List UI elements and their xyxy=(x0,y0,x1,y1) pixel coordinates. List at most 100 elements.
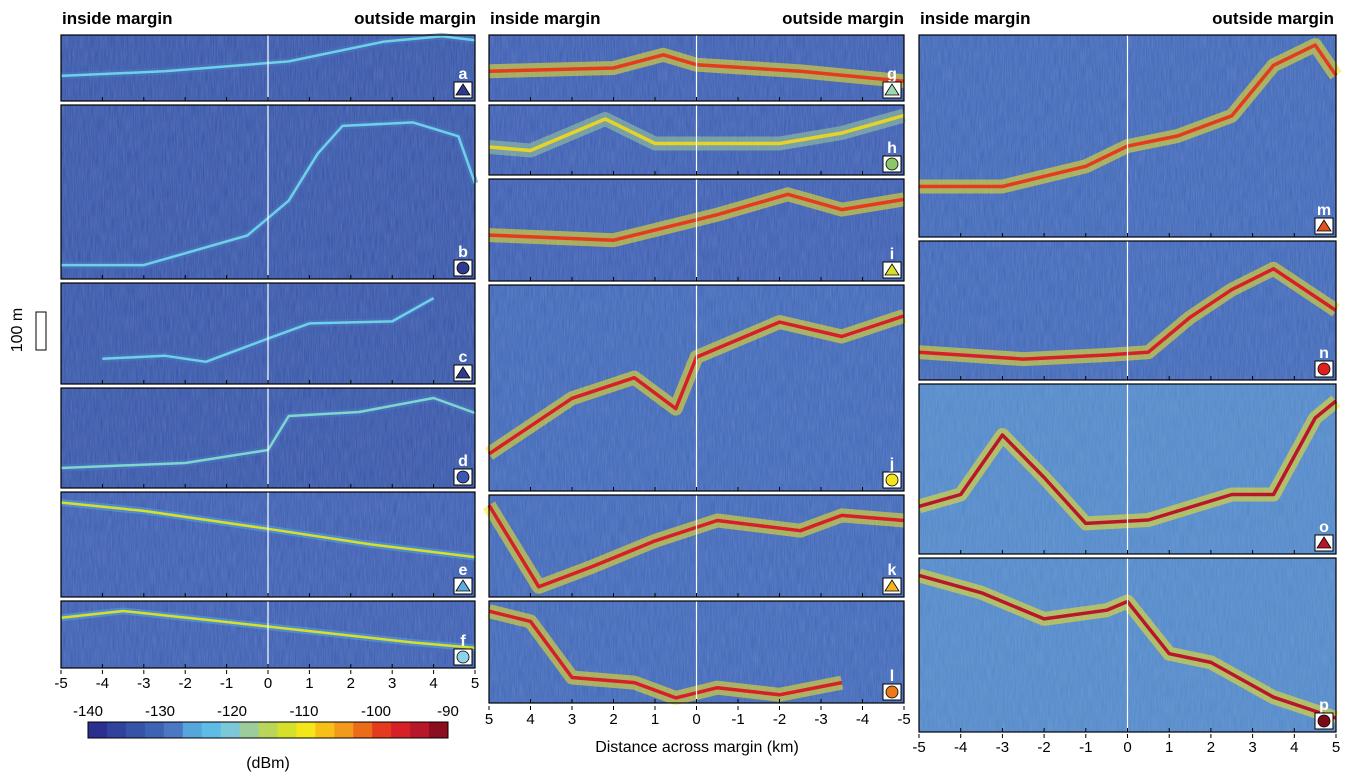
circle-marker-icon xyxy=(1317,714,1331,728)
colorbar-swatch xyxy=(391,722,411,738)
panel-k: k xyxy=(483,494,905,598)
middle-axis-tick-label: -1 xyxy=(731,711,744,728)
panel-m: m xyxy=(918,34,1342,238)
bed-reflector xyxy=(487,504,905,589)
x-axis-ticks: -5 -4 -3 -2 -1 0 1 2 3 4 55 4 3 2 1 0 -1 -2 -3 -4 -5-5 -4 -3 -2… xyxy=(54,670,1340,756)
triangle-marker-icon xyxy=(884,83,900,96)
colorbar-tick-label: -110 xyxy=(290,703,319,720)
circle-marker-icon xyxy=(1317,362,1331,376)
circle-marker-icon xyxy=(456,470,470,484)
panel-e: e xyxy=(60,491,476,598)
middle-axis-tick-label: 3 xyxy=(568,711,576,728)
panel-l: l xyxy=(487,600,905,705)
triangle-marker-icon xyxy=(455,366,471,379)
right-axis-tick-label: 3 xyxy=(1248,739,1256,756)
triangle-marker-icon xyxy=(455,579,471,592)
colorbar-tick-label: -100 xyxy=(361,703,391,720)
colorbar-tick-label: -130 xyxy=(145,703,175,720)
panel-label: i xyxy=(890,246,894,263)
left-axis-tick-label: 1 xyxy=(305,675,313,692)
colorbar-swatch xyxy=(201,722,222,738)
left-axis-tick-label: -1 xyxy=(220,675,233,692)
panel-h: h xyxy=(488,104,906,176)
left-axis-tick-label: 0 xyxy=(264,675,272,692)
panel-g: g xyxy=(488,34,905,102)
header-inside-margin-col2: inside margin xyxy=(490,9,601,28)
header-outside-margin-col2: outside margin xyxy=(782,9,904,28)
colorbar-swatch xyxy=(125,722,146,738)
right-axis-tick-label: 1 xyxy=(1165,739,1173,756)
panel-b: b xyxy=(60,104,479,280)
bed-reflector xyxy=(488,113,905,153)
triangle-marker-icon xyxy=(1316,219,1332,232)
colorbar-swatch xyxy=(163,722,184,738)
middle-axis-tick-label: -4 xyxy=(856,711,869,728)
colorbar-swatch xyxy=(334,722,354,738)
colorbar-tick-label: -120 xyxy=(217,703,247,720)
panel-f: f xyxy=(60,600,476,669)
scale-bar xyxy=(35,311,47,351)
middle-axis-tick-label: 4 xyxy=(526,711,534,728)
bed-reflector xyxy=(60,609,476,650)
left-axis-tick-label: -2 xyxy=(179,675,192,692)
colorbar-border xyxy=(87,721,449,739)
panel-label: l xyxy=(890,668,894,685)
left-axis-tick-label: -3 xyxy=(137,675,150,692)
right-axis-tick-label: 4 xyxy=(1290,739,1298,756)
right-axis-tick-label: -3 xyxy=(996,739,1009,756)
bed-reflector xyxy=(488,192,905,242)
panel-label: m xyxy=(1317,202,1331,219)
panel-j: j xyxy=(485,284,907,492)
circle-marker-icon xyxy=(456,650,470,664)
circle-marker-icon xyxy=(885,157,899,171)
panel-n: n xyxy=(918,240,1340,381)
colorbar-swatch xyxy=(258,722,278,738)
colorbar-swatch xyxy=(315,722,335,738)
header-outside-margin-col1: outside margin xyxy=(354,9,476,28)
triangle-marker-icon xyxy=(884,263,900,276)
bed-reflector xyxy=(61,121,477,267)
bed-reflector xyxy=(918,399,1338,526)
colorbar-swatch xyxy=(296,722,316,738)
panel-label: a xyxy=(459,66,468,83)
triangle-marker-icon xyxy=(455,83,471,96)
panel-o: o xyxy=(917,383,1341,555)
panel-label: o xyxy=(1319,519,1329,536)
header-outside-margin-col3: outside margin xyxy=(1212,9,1334,28)
colorbar-swatch xyxy=(220,722,241,738)
colorbar-swatch xyxy=(353,722,373,738)
panel-label: c xyxy=(459,349,468,366)
middle-axis-tick-label: 0 xyxy=(692,711,700,728)
bed-reflector xyxy=(60,35,476,78)
middle-axis-tick-label: -2 xyxy=(773,711,786,728)
colorbar-swatch xyxy=(429,722,449,738)
colorbar-swatch xyxy=(144,722,165,738)
panel-label: d xyxy=(458,453,468,470)
colorbar-swatch xyxy=(182,722,203,738)
colorbar-swatch xyxy=(239,722,260,738)
circle-marker-icon xyxy=(885,685,899,699)
panel-label: k xyxy=(888,562,897,579)
panel-p: p xyxy=(917,557,1339,733)
colorbar-tick-label: -140 xyxy=(73,703,103,720)
right-axis-tick-label: -5 xyxy=(912,739,925,756)
panel-i: i xyxy=(488,178,906,282)
panel-label: b xyxy=(458,244,468,261)
left-axis-tick-label: 5 xyxy=(471,675,479,692)
left-axis-tick-label: -4 xyxy=(96,675,109,692)
middle-axis-tick-label: 2 xyxy=(609,711,617,728)
right-axis-tick-label: -4 xyxy=(954,739,967,756)
middle-axis-tick-label: 5 xyxy=(485,711,493,728)
middle-axis-tick-label: -5 xyxy=(897,711,910,728)
triangle-marker-icon xyxy=(1316,536,1332,549)
right-axis-tick-label: 5 xyxy=(1332,739,1340,756)
bed-reflector xyxy=(60,396,476,470)
colorbar-swatch xyxy=(88,722,108,738)
left-axis-tick-label: 3 xyxy=(388,675,396,692)
bed-reflector xyxy=(488,609,843,700)
panel-label: f xyxy=(460,633,466,650)
bed-reflector xyxy=(919,43,1338,189)
middle-axis-tick-label: -3 xyxy=(814,711,827,728)
panel-label: n xyxy=(1319,345,1329,362)
